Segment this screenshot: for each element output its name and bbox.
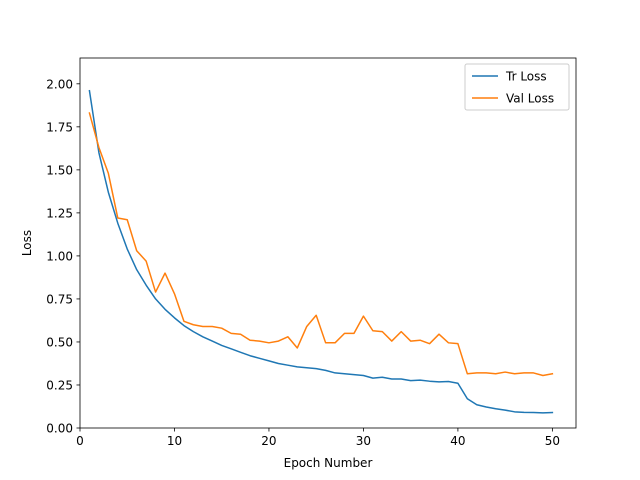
y-tick-label: 0.75	[46, 292, 73, 306]
y-tick-label: 1.25	[46, 206, 73, 220]
series-layer	[88, 89, 554, 414]
y-tick-label: 0.00	[46, 422, 73, 436]
series-line-val-loss	[88, 112, 554, 377]
y-tick-label: 1.50	[46, 163, 73, 177]
x-tick-label: 30	[356, 434, 371, 448]
x-tick-label: 40	[450, 434, 465, 448]
x-tick-label: 20	[261, 434, 276, 448]
x-tick-label: 0	[76, 434, 84, 448]
axes-frame	[79, 57, 577, 429]
y-tick-label: 0.50	[46, 335, 73, 349]
y-axis: 0.00 0.25 0.50 0.75 1.00 1.25 1.50 1.75 2.00	[46, 77, 80, 436]
series-line-tr-loss	[88, 89, 554, 414]
x-tick-label: 10	[167, 434, 182, 448]
x-axis-label: Epoch Number	[284, 456, 373, 470]
y-tick-label: 2.00	[46, 77, 73, 91]
legend-label: Tr Loss	[505, 70, 547, 84]
legend-label: Val Loss	[506, 92, 554, 106]
x-tick-label: 50	[545, 434, 560, 448]
y-tick-label: 1.75	[46, 120, 73, 134]
y-tick-label: 1.00	[46, 249, 73, 263]
y-axis-label: Loss	[20, 230, 34, 256]
x-axis: 0 10 20 30 40 50	[76, 428, 560, 448]
legend: Tr Loss Val Loss	[464, 63, 570, 111]
y-tick-label: 0.25	[46, 378, 73, 392]
